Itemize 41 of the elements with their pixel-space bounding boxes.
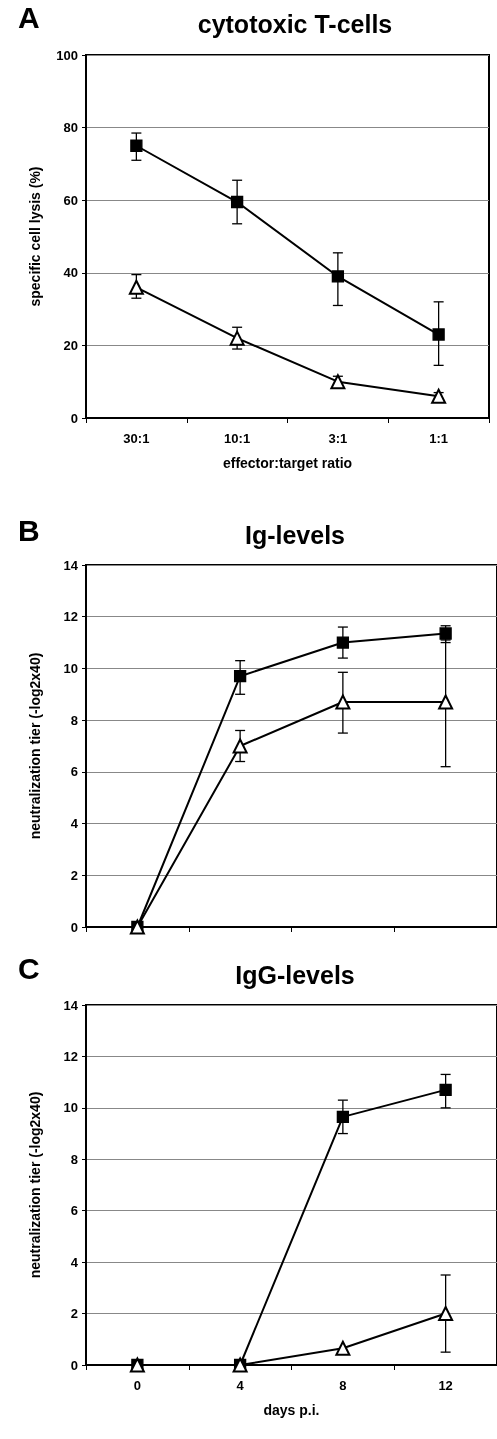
y-tick-label: 40 bbox=[63, 265, 78, 281]
y-tick-label: 6 bbox=[70, 764, 78, 780]
x-tick-label: 3:1 bbox=[328, 431, 348, 446]
y-tick-label: 14 bbox=[63, 997, 79, 1013]
x-axis-title: effector:target ratio bbox=[222, 455, 353, 471]
chart-title: cytotoxic T-cells bbox=[197, 9, 393, 38]
x-tick-label: 0 bbox=[133, 1378, 141, 1393]
y-tick-label: 80 bbox=[63, 120, 78, 136]
x-tick-label: 30:1 bbox=[123, 431, 150, 446]
y-axis-title: neutralization tier (-log2x40) bbox=[27, 1091, 43, 1279]
text: C bbox=[18, 951, 40, 985]
y-tick-label: 14 bbox=[63, 557, 79, 573]
text: A bbox=[18, 0, 40, 34]
y-tick-label: 10 bbox=[63, 1100, 78, 1116]
y-tick-label: 2 bbox=[70, 1306, 78, 1322]
y-tick-label: 2 bbox=[70, 867, 78, 883]
y-tick-label: 10 bbox=[63, 660, 78, 676]
y-tick-label: 0 bbox=[70, 1357, 78, 1373]
x-tick-label: 1:1 bbox=[429, 431, 449, 446]
y-tick-label: 4 bbox=[70, 1254, 79, 1270]
x-tick-label: 12 bbox=[438, 1378, 453, 1393]
y-axis-title: specific cell lysis (%) bbox=[27, 166, 43, 307]
text: B bbox=[18, 513, 40, 547]
y-tick-label: 60 bbox=[63, 192, 78, 208]
x-tick-label: 8 bbox=[339, 1378, 347, 1393]
x-tick-label: 10:1 bbox=[224, 431, 251, 446]
y-tick-label: 6 bbox=[70, 1203, 78, 1219]
y-tick-label: 8 bbox=[70, 1151, 78, 1167]
y-tick-label: 20 bbox=[63, 337, 78, 353]
x-tick-label: 4 bbox=[236, 1378, 245, 1393]
y-tick-label: 12 bbox=[63, 609, 78, 625]
x-axis-title: days p.i. bbox=[263, 1402, 320, 1418]
y-tick-label: 8 bbox=[70, 712, 78, 728]
y-tick-label: 0 bbox=[70, 919, 78, 935]
y-tick-label: 12 bbox=[63, 1048, 78, 1064]
y-tick-label: 100 bbox=[56, 47, 78, 63]
y-tick-label: 0 bbox=[70, 410, 78, 426]
chart-title: Ig-levels bbox=[244, 520, 346, 549]
y-tick-label: 4 bbox=[70, 816, 79, 832]
y-axis-title: neutralization tier (-log2x40) bbox=[27, 652, 43, 840]
chart-title: IgG-levels bbox=[235, 960, 355, 989]
